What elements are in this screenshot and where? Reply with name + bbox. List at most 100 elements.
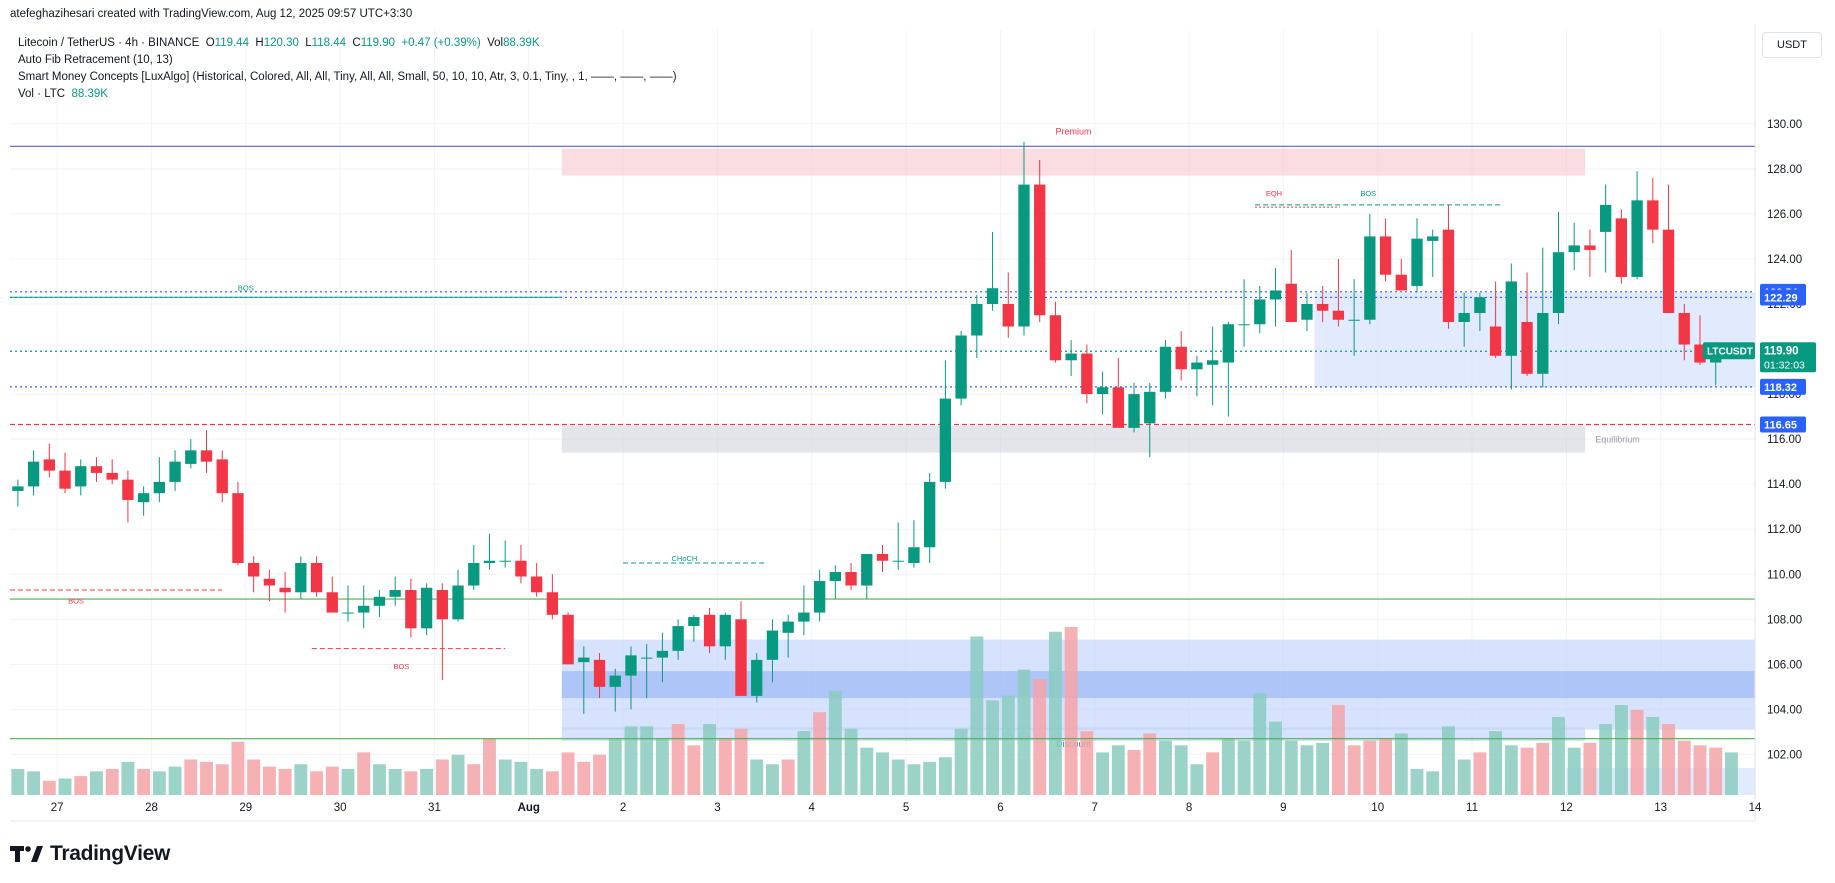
price-tick-label[interactable]: 130.00 (1767, 119, 1802, 131)
candle-body[interactable] (1395, 274, 1407, 291)
candle-body[interactable] (216, 459, 228, 494)
time-tick-label[interactable]: 30 (334, 802, 347, 814)
candle-body[interactable] (1112, 387, 1124, 428)
time-tick-label[interactable]: 7 (1092, 802, 1098, 814)
candle-body[interactable] (436, 590, 448, 620)
candle-body[interactable] (90, 466, 103, 473)
time-tick-label[interactable]: 11 (1466, 802, 1478, 814)
candle-body[interactable] (1631, 200, 1643, 277)
candle-body[interactable] (656, 650, 669, 658)
candle-body[interactable] (248, 563, 260, 577)
candle-body[interactable] (1254, 299, 1266, 325)
candle-body[interactable] (263, 578, 276, 586)
symbol-name[interactable]: Litecoin / TetherUS · 4h · BINANCE (18, 37, 200, 49)
time-tick-label[interactable]: 29 (239, 802, 252, 814)
time-tick-label[interactable]: 5 (903, 802, 909, 814)
candle-body[interactable] (1159, 346, 1172, 392)
candle-body[interactable] (719, 614, 731, 647)
candle-body[interactable] (452, 585, 464, 620)
time-tick-label[interactable]: 9 (1280, 802, 1286, 814)
price-tick-label[interactable]: 114.00 (1767, 479, 1801, 491)
price-tick-label[interactable]: 128.00 (1767, 164, 1802, 176)
candle-body[interactable] (232, 493, 244, 564)
candle-body[interactable] (1694, 344, 1706, 363)
price-tick-label[interactable]: 126.00 (1767, 209, 1802, 221)
indicator-smc[interactable]: Smart Money Concepts [LuxAlgo] (Historic… (18, 71, 677, 83)
time-tick-label[interactable]: 4 (809, 802, 816, 814)
candle-body[interactable] (468, 563, 480, 586)
time-tick-label[interactable]: 8 (1186, 802, 1192, 814)
price-tick-label[interactable]: 124.00 (1767, 254, 1802, 266)
candle-body[interactable] (924, 481, 936, 548)
price-tick-label[interactable]: 110.00 (1767, 569, 1801, 581)
price-tick-label[interactable]: 102.00 (1767, 749, 1802, 761)
candle-body[interactable] (358, 605, 370, 613)
candle-body[interactable] (1317, 303, 1329, 311)
price-tick-label[interactable]: 112.00 (1767, 524, 1801, 536)
candle-body[interactable] (12, 486, 24, 491)
price-tick-label[interactable]: 106.00 (1767, 659, 1802, 671)
candles[interactable] (12, 141, 1722, 714)
candle-body[interactable] (1505, 281, 1517, 356)
candle-body[interactable] (279, 587, 291, 593)
candle-body[interactable] (342, 612, 354, 614)
time-tick-label[interactable]: 27 (51, 802, 64, 814)
candle-body[interactable] (751, 659, 763, 696)
currency-button[interactable]: USDT (1762, 32, 1822, 58)
price-tick-label[interactable]: 108.00 (1767, 614, 1802, 626)
candle-body[interactable] (1269, 290, 1282, 300)
candle-body[interactable] (530, 576, 543, 593)
price-label-box[interactable] (1760, 416, 1806, 433)
candle-body[interactable] (672, 626, 684, 651)
candle-body[interactable] (688, 617, 700, 627)
candle-body[interactable] (200, 450, 213, 462)
candle-body[interactable] (1599, 204, 1612, 232)
candle-body[interactable] (122, 479, 134, 500)
candle-body[interactable] (1474, 297, 1486, 313)
candle-body[interactable] (1144, 391, 1156, 424)
candle-body[interactable] (578, 657, 590, 663)
candle-body[interactable] (1584, 245, 1596, 250)
brand[interactable]: TradingView (10, 840, 170, 868)
candle-body[interactable] (515, 560, 527, 577)
indicator-volume[interactable]: Vol · LTC 88.39K (18, 86, 677, 103)
candle-body[interactable] (106, 472, 118, 480)
candle-body[interactable] (1191, 362, 1203, 370)
candle-body[interactable] (1002, 303, 1014, 327)
candle-body[interactable] (420, 587, 433, 629)
time-tick-label[interactable]: 28 (145, 802, 158, 814)
axes[interactable]: 102.00 104.00 106.00 108.00 110.00 112.00 114.… (10, 24, 1816, 822)
candle-body[interactable] (1096, 387, 1109, 395)
indicator-fib[interactable]: Auto Fib Retracement (10, 13) (18, 54, 173, 66)
candle-body[interactable] (1427, 236, 1439, 241)
candle-body[interactable] (27, 461, 40, 487)
price-tick-label[interactable]: 104.00 (1767, 704, 1802, 716)
time-tick-label[interactable]: 6 (997, 802, 1003, 814)
candle-body[interactable] (43, 459, 55, 471)
candle-body[interactable] (1537, 312, 1549, 374)
candle-body[interactable] (593, 659, 606, 687)
candle-body[interactable] (326, 592, 338, 613)
time-tick-label[interactable]: 31 (428, 802, 441, 814)
candle-body[interactable] (735, 619, 747, 696)
candle-body[interactable] (1301, 303, 1313, 320)
candle-body[interactable] (169, 461, 181, 482)
candle-body[interactable] (641, 657, 653, 659)
candle-body[interactable] (939, 398, 952, 482)
candle-body[interactable] (861, 553, 873, 586)
candle-body[interactable] (892, 560, 904, 562)
candle-body[interactable] (1206, 360, 1219, 365)
candle-body[interactable] (405, 590, 417, 629)
price-tick-label[interactable]: 116.00 (1767, 434, 1801, 446)
candle-body[interactable] (1662, 229, 1675, 313)
candle-body[interactable] (546, 592, 559, 615)
candle-body[interactable] (562, 614, 574, 665)
candle-body[interactable] (782, 621, 794, 633)
candle-body[interactable] (798, 612, 810, 622)
candle-body[interactable] (295, 563, 307, 593)
candle-body[interactable] (845, 572, 857, 586)
candle-body[interactable] (1568, 245, 1580, 253)
candle-body[interactable] (1285, 283, 1297, 322)
candle-body[interactable] (1065, 353, 1077, 361)
